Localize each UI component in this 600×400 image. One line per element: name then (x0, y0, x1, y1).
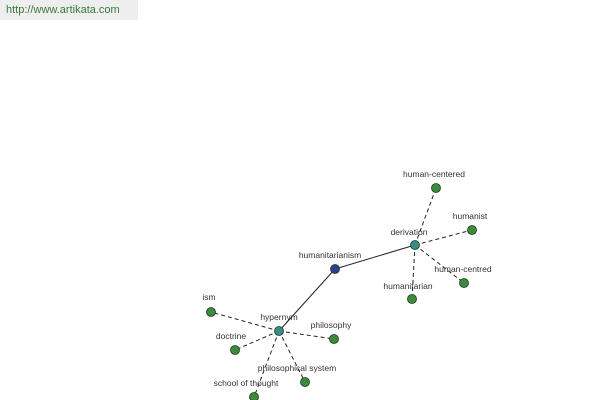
site-url[interactable]: http://www.artikata.com (0, 0, 138, 20)
node-label[interactable]: hypernym (260, 312, 297, 322)
edge (278, 330, 306, 383)
edge (278, 330, 335, 340)
node[interactable] (459, 278, 469, 288)
node-label[interactable]: humanist (453, 211, 488, 221)
node[interactable] (407, 294, 417, 304)
node-label[interactable]: derivation (391, 227, 428, 237)
node[interactable] (330, 264, 340, 274)
node[interactable] (300, 377, 310, 387)
node-label[interactable]: ism (202, 292, 215, 302)
node-label[interactable]: school of thought (214, 378, 279, 388)
edge (414, 229, 473, 246)
node-label[interactable]: human-centered (403, 169, 465, 179)
node[interactable] (467, 225, 477, 235)
node-label[interactable]: humanitarianism (299, 250, 361, 260)
edge (334, 244, 416, 270)
edge (253, 330, 280, 398)
node[interactable] (249, 392, 259, 400)
node[interactable] (431, 183, 441, 193)
node-label[interactable]: human-centred (434, 264, 491, 274)
node[interactable] (410, 240, 420, 250)
edge (411, 244, 416, 300)
node-label[interactable]: humanitarian (383, 281, 432, 291)
node-label[interactable]: philosophy (311, 320, 352, 330)
node-label[interactable]: philosophical system (258, 363, 336, 373)
node[interactable] (274, 326, 284, 336)
edge (210, 311, 280, 332)
edge (414, 187, 437, 246)
edge (278, 268, 336, 332)
node[interactable] (329, 334, 339, 344)
node[interactable] (230, 345, 240, 355)
node-label[interactable]: doctrine (216, 331, 247, 341)
edge (414, 244, 465, 284)
edge (234, 330, 280, 351)
node[interactable] (206, 307, 216, 317)
